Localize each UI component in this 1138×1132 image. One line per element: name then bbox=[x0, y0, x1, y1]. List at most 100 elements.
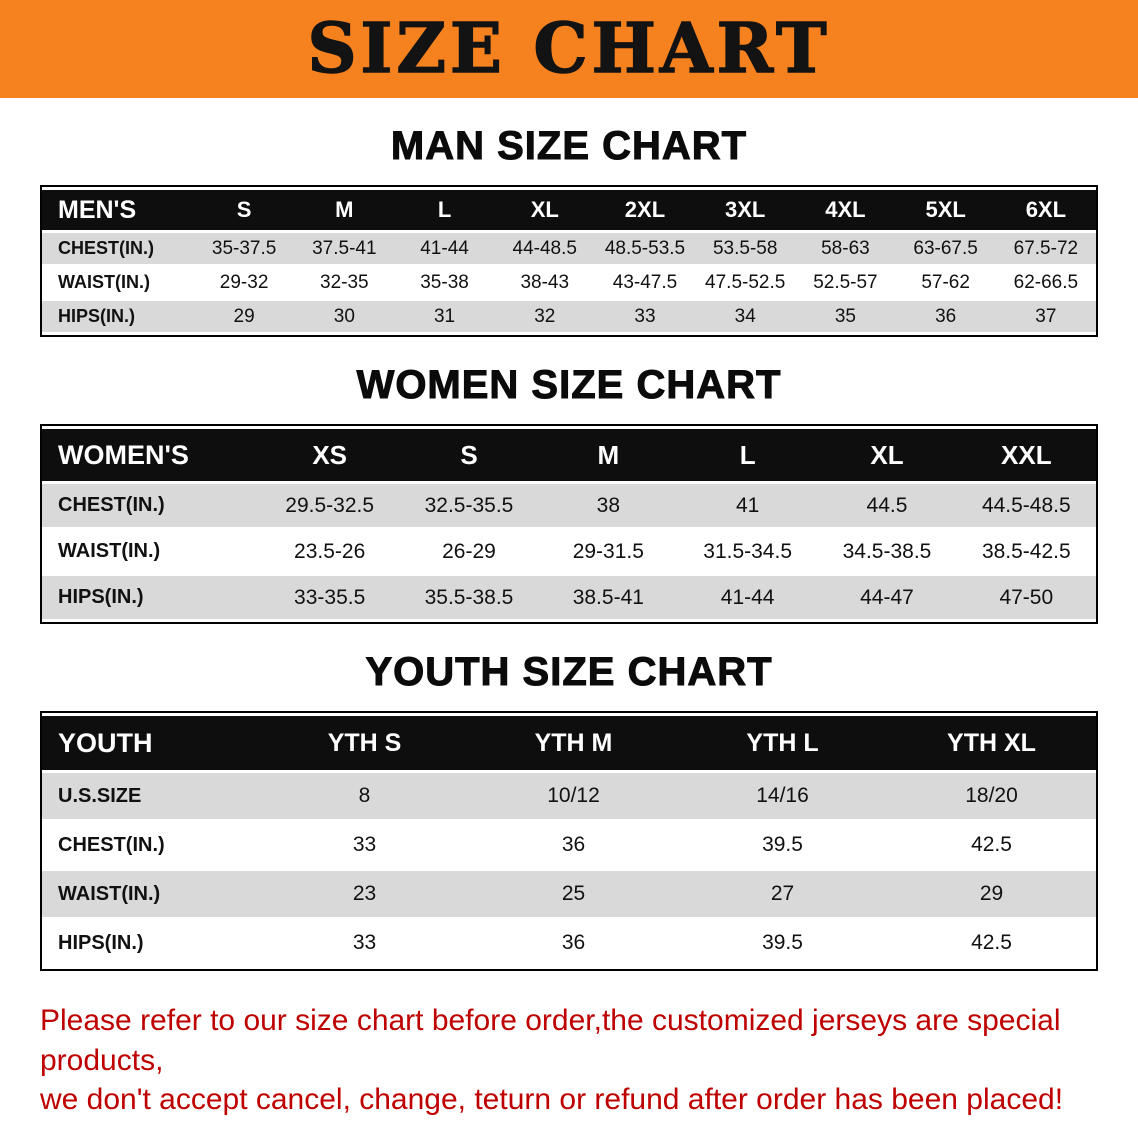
measurement-value-cell: 37 bbox=[1035, 305, 1057, 327]
size-column-header: 4XL bbox=[795, 190, 896, 230]
measurement-value-cell: 36 bbox=[561, 833, 586, 856]
size-column-header: XL bbox=[817, 429, 957, 481]
measurement-row: CHEST(IN.) 33 36 39.5 42.5 bbox=[42, 822, 1096, 868]
size-column-header: 2XL bbox=[594, 190, 696, 230]
measurement-label-cell: WAIST(IN.) bbox=[58, 272, 150, 292]
measurement-row: CHEST(IN.) 29.5-32.5 32.5-35.5 38 41 44.5 44.5… bbox=[42, 484, 1096, 527]
measurement-value-cell: 48.5-53.5 bbox=[604, 237, 686, 259]
size-header-row: WOMEN'S XS S M L XL XXL bbox=[42, 429, 1096, 481]
measurement-value-cell: 35-38 bbox=[420, 271, 469, 293]
measurement-value-cell: 38.5-42.5 bbox=[981, 539, 1071, 563]
measurement-value-cell: 32-35 bbox=[320, 271, 369, 293]
size-column-header: XXL bbox=[956, 429, 1096, 481]
table-title-cell: MEN'S bbox=[42, 190, 194, 230]
measurement-value-cell: 58-63 bbox=[821, 237, 870, 259]
measurement-value-cell: 39.5 bbox=[762, 833, 803, 856]
size-column-header: XS bbox=[260, 429, 400, 481]
measurement-value-cell: 18/20 bbox=[965, 784, 1018, 807]
table-title-cell: YOUTH bbox=[42, 716, 260, 770]
measurement-value-cell: 33 bbox=[352, 833, 377, 856]
measurement-value-cell: 36 bbox=[935, 305, 957, 327]
measurement-label-cell: HIPS(IN.) bbox=[58, 931, 144, 954]
measurement-row: U.S.SIZE 8 10/12 14/16 18/20 bbox=[42, 773, 1096, 819]
measurement-value-cell: 41-44 bbox=[420, 237, 469, 259]
banner: SIZE CHART bbox=[0, 0, 1138, 98]
measurement-row: HIPS(IN.) 33-35.5 35.5-38.5 38.5-41 41-44 44-… bbox=[42, 576, 1096, 619]
measurement-label-cell: WAIST(IN.) bbox=[58, 882, 161, 905]
table-title-cell: WOMEN'S bbox=[42, 429, 260, 481]
measurement-value-cell: 29-32 bbox=[219, 271, 269, 293]
size-column-header: 5XL bbox=[895, 190, 996, 230]
measurement-row: HIPS(IN.) 33 36 39.5 42.5 bbox=[42, 920, 1096, 966]
measurement-value-cell: 23.5-26 bbox=[294, 539, 366, 563]
measurement-value-cell: 36 bbox=[561, 931, 586, 954]
measurement-value-cell: 33 bbox=[352, 931, 377, 954]
measurement-value-cell: 53.5-58 bbox=[712, 237, 778, 259]
size-column-header: 3XL bbox=[695, 190, 796, 230]
size-column-header: 6XL bbox=[995, 190, 1096, 230]
measurement-row: WAIST(IN.) 29-32 32-35 35-38 38-43 43-47.5 47.… bbox=[42, 267, 1096, 298]
measurement-value-cell: 52.5-57 bbox=[813, 271, 878, 293]
measurement-value-cell: 25 bbox=[561, 882, 586, 905]
measurement-value-cell: 44-48.5 bbox=[512, 237, 577, 259]
measurement-value-cell: 8 bbox=[358, 784, 371, 807]
measurement-value-cell: 34.5-38.5 bbox=[842, 539, 932, 563]
measurement-value-cell: 42.5 bbox=[971, 833, 1012, 856]
measurement-value-cell: 29.5-32.5 bbox=[285, 493, 375, 517]
measurement-value-cell: 57-62 bbox=[921, 271, 970, 293]
measurement-value-cell: 29-31.5 bbox=[572, 539, 644, 563]
measurement-value-cell: 32.5-35.5 bbox=[424, 493, 514, 517]
measurement-value-cell: 29 bbox=[979, 882, 1004, 905]
page-title: SIZE CHART bbox=[307, 8, 831, 90]
measurement-value-cell: 43-47.5 bbox=[612, 271, 678, 293]
measurement-value-cell: 42.5 bbox=[971, 931, 1012, 954]
measurement-label-cell: CHEST(IN.) bbox=[58, 494, 165, 516]
footer-line-2: we don't accept cancel, change, teturn o… bbox=[40, 1083, 1064, 1117]
measurement-value-cell: 35.5-38.5 bbox=[424, 585, 514, 609]
measurement-value-cell: 29 bbox=[233, 305, 255, 327]
size-column-header: YTH XL bbox=[887, 716, 1096, 770]
size-column-header: S bbox=[194, 190, 295, 230]
measurement-value-cell: 67.5-72 bbox=[1013, 237, 1079, 259]
measurement-value-cell: 23 bbox=[352, 882, 377, 905]
measurement-value-cell: 47-50 bbox=[999, 585, 1054, 609]
measurement-value-cell: 32 bbox=[534, 305, 556, 327]
measurement-value-cell: 31 bbox=[433, 305, 456, 327]
measurement-value-cell: 33-35.5 bbox=[294, 585, 366, 609]
measurement-value-cell: 41 bbox=[735, 493, 760, 517]
measurement-value-cell: 14/16 bbox=[756, 784, 809, 807]
measurement-value-cell: 44.5 bbox=[866, 493, 908, 517]
measurement-value-cell: 62-66.5 bbox=[1013, 271, 1079, 293]
measurement-row: WAIST(IN.) 23.5-26 26-29 29-31.5 31.5-34.5 34… bbox=[42, 530, 1096, 573]
measurement-value-cell: 38-43 bbox=[520, 271, 570, 293]
women-size-section: WOMEN SIZE CHART WOMEN'S XS S M L XL XXL CHEST(… bbox=[0, 363, 1138, 624]
measurement-label-cell: U.S.SIZE bbox=[58, 784, 142, 807]
measurement-row: HIPS(IN.) 29 30 31 32 33 34 35 36 37 bbox=[42, 301, 1096, 332]
measurement-value-cell: 44-47 bbox=[860, 585, 914, 609]
measurement-value-cell: 63-67.5 bbox=[913, 237, 978, 259]
footer-note: Please refer to our size chart before or… bbox=[40, 1001, 1100, 1120]
size-header-row: YOUTH YTH S YTH M YTH L YTH XL bbox=[42, 716, 1096, 770]
measurement-value-cell: 26-29 bbox=[442, 539, 496, 563]
measurement-value-cell: 35-37.5 bbox=[211, 237, 277, 259]
measurement-value-cell: 31.5-34.5 bbox=[703, 539, 793, 563]
youth-size-table: YOUTH YTH S YTH M YTH L YTH XL U.S.SIZE 8 10/12… bbox=[40, 711, 1098, 971]
size-column-header: YTH S bbox=[260, 716, 469, 770]
measurement-value-cell: 27 bbox=[770, 882, 795, 905]
measurement-value-cell: 39.5 bbox=[762, 931, 803, 954]
measurement-value-cell: 30 bbox=[333, 305, 355, 327]
measurement-row: WAIST(IN.) 23 25 27 29 bbox=[42, 871, 1096, 917]
measurement-value-cell: 44.5-48.5 bbox=[981, 493, 1071, 517]
measurement-label-cell: HIPS(IN.) bbox=[58, 306, 136, 326]
measurement-label-cell: CHEST(IN.) bbox=[58, 238, 154, 258]
measurement-value-cell: 34 bbox=[734, 305, 756, 327]
men-section-heading: MAN SIZE CHART bbox=[390, 124, 748, 169]
size-column-header: YTH M bbox=[469, 716, 678, 770]
size-column-header: XL bbox=[494, 190, 595, 230]
measurement-value-cell: 37.5-41 bbox=[312, 237, 377, 259]
men-size-section: MAN SIZE CHART MEN'S S M L XL 2XL 3XL 4XL 5XL 6XL… bbox=[0, 124, 1138, 337]
size-column-header: L bbox=[677, 429, 818, 481]
measurement-value-cell: 47.5-52.5 bbox=[705, 271, 786, 293]
measurement-value-cell: 38 bbox=[596, 493, 620, 517]
